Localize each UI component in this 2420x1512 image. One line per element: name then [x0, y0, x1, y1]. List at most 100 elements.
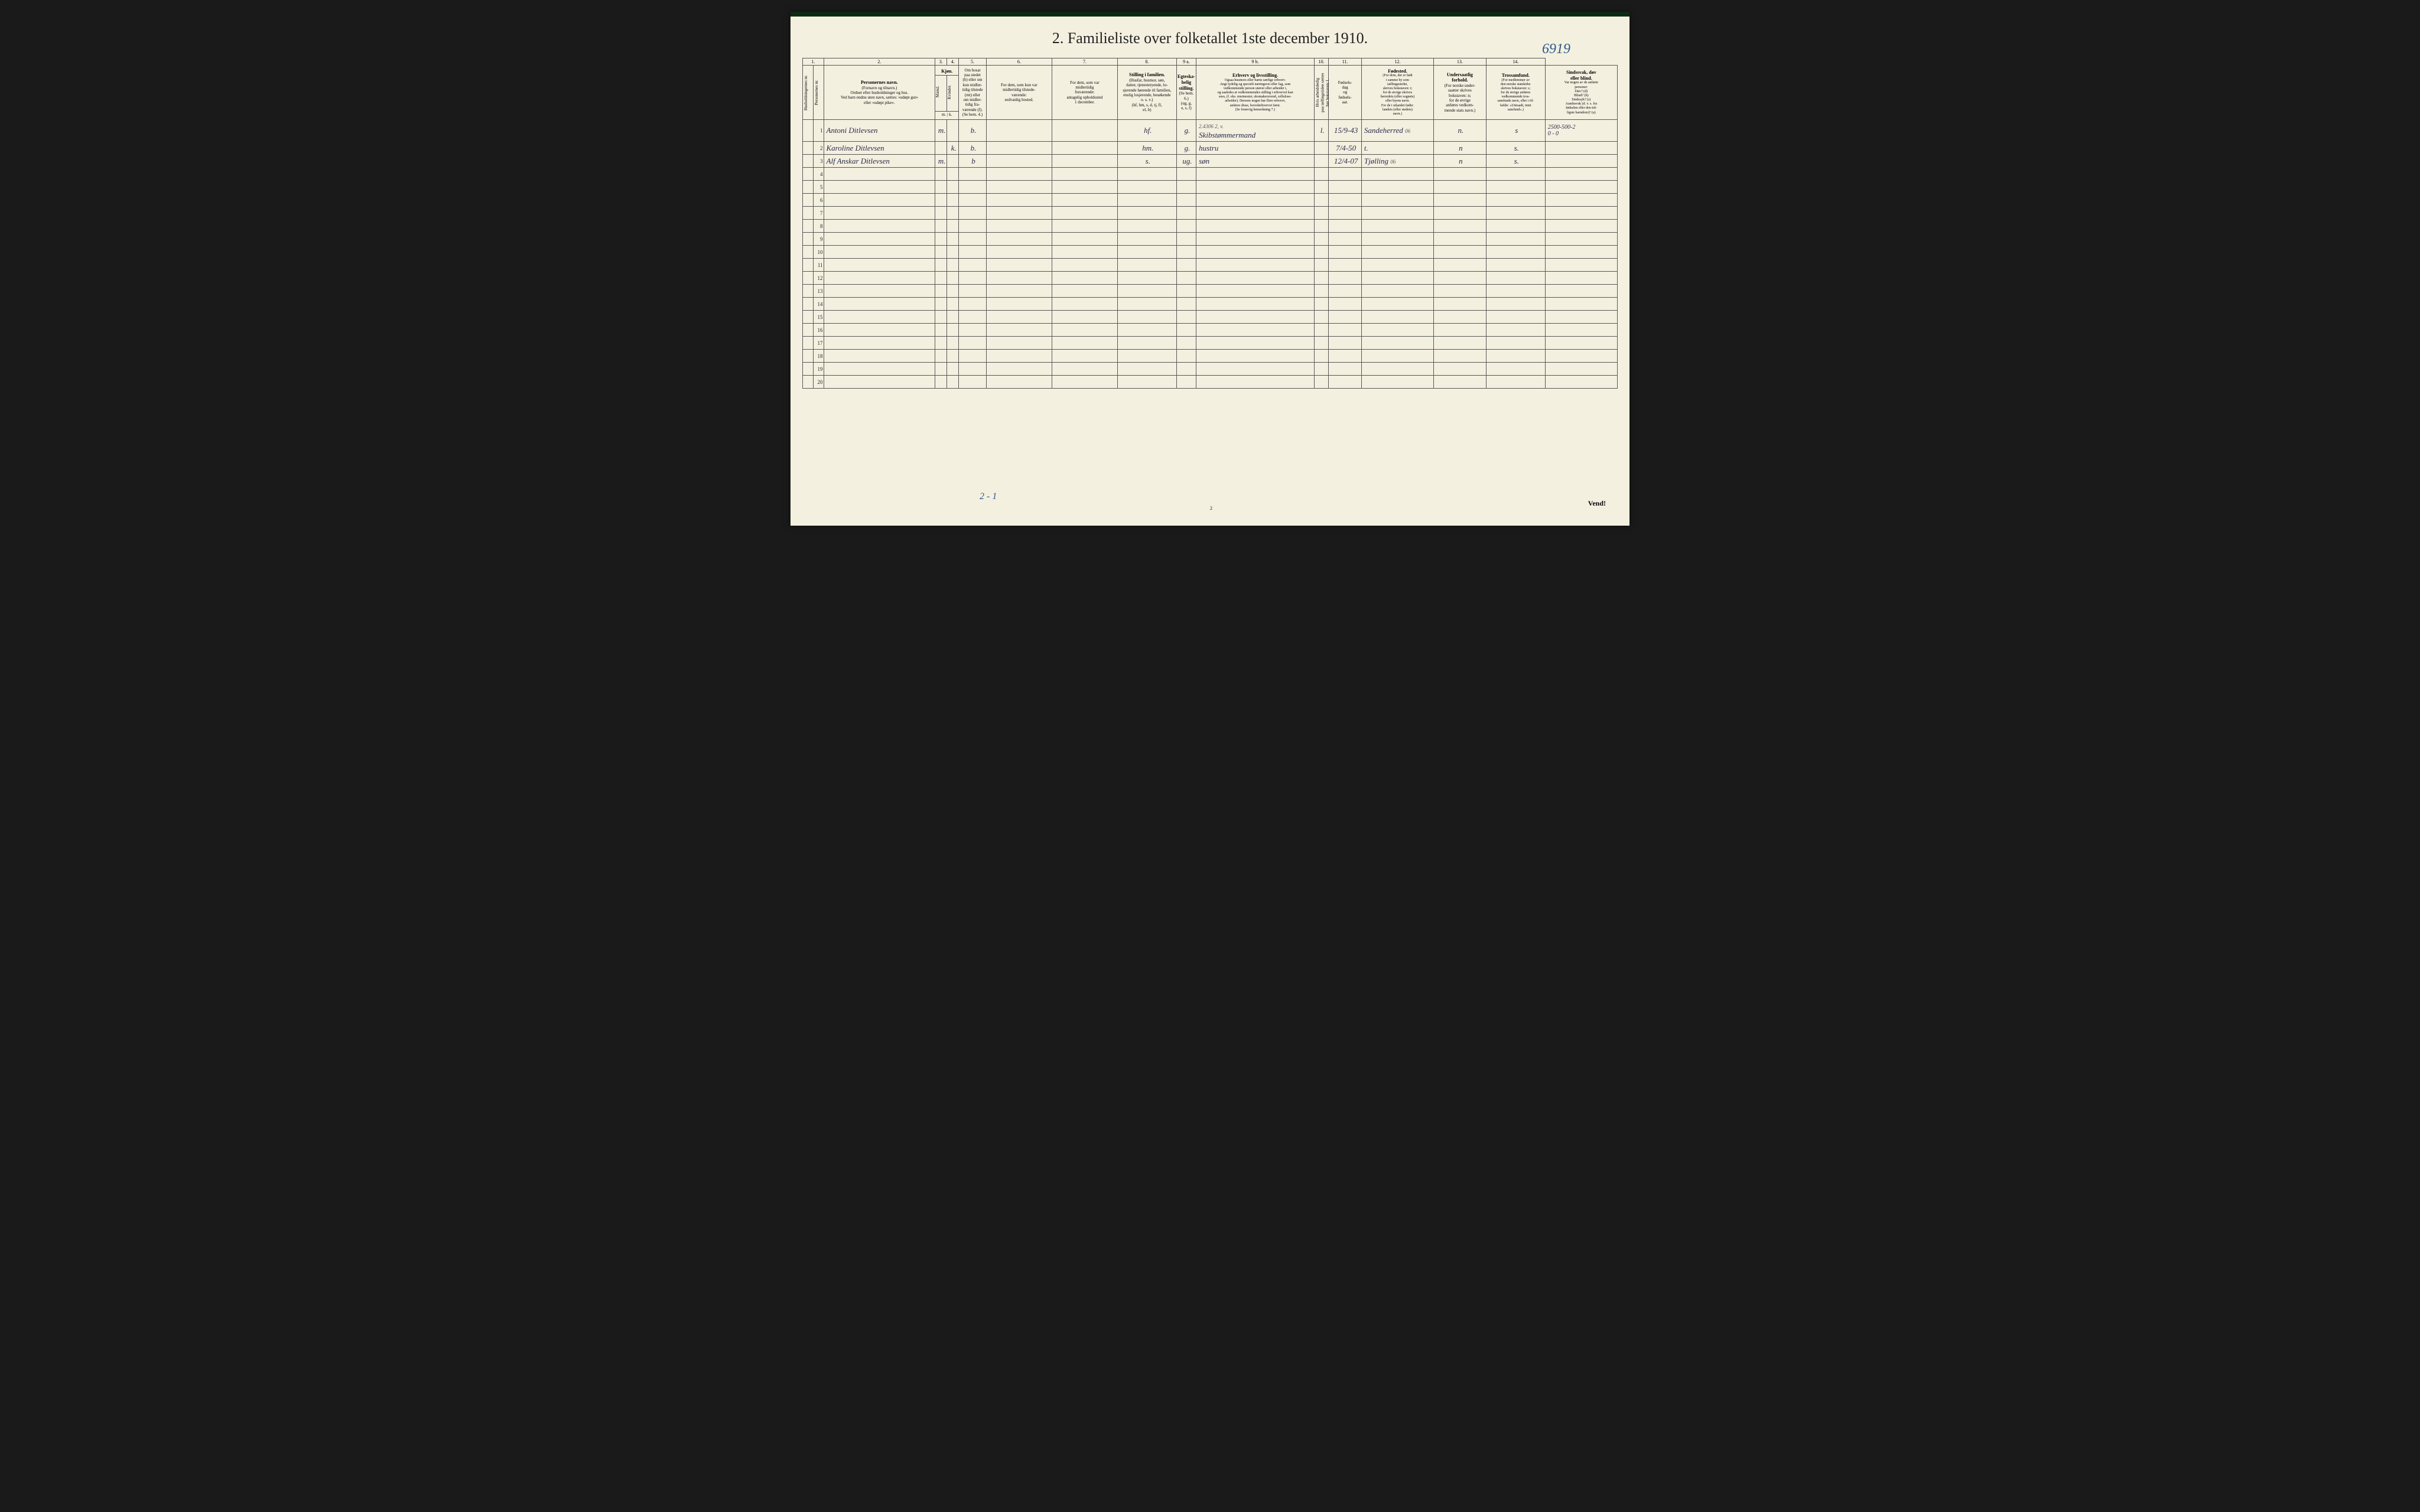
cell-empty	[1486, 363, 1545, 376]
cell-empty	[824, 311, 935, 324]
cell-empty	[959, 285, 987, 298]
cell-empty	[1052, 337, 1117, 350]
cell-temp-absent	[1052, 155, 1117, 168]
cell-empty	[1314, 311, 1328, 324]
cell-empty	[1486, 259, 1545, 272]
row-household	[803, 220, 814, 233]
cell-religion: s.	[1486, 142, 1545, 155]
hdr-nationality-sub: (For norske under- saatter skrives bokst…	[1435, 83, 1485, 113]
cell-empty	[1052, 298, 1117, 311]
cell-empty	[1486, 285, 1545, 298]
cell-empty	[1545, 181, 1617, 194]
row-household	[803, 337, 814, 350]
cell-nationality: n	[1433, 142, 1486, 155]
hdr-name-title: Personernes navn.	[825, 80, 935, 86]
cell-empty	[1486, 324, 1545, 337]
cell-family-pos: hf.	[1117, 120, 1176, 142]
cell-empty	[1486, 246, 1545, 259]
cell-empty	[1329, 324, 1362, 337]
row-number: 7	[813, 207, 824, 220]
cell-empty	[935, 233, 947, 246]
hdr-sex-mk: m. | k.	[935, 111, 958, 118]
cell-empty	[1545, 350, 1617, 363]
cell-empty	[1117, 181, 1176, 194]
cell-empty	[1314, 272, 1328, 285]
hdr-birthplace-sub: (For dem, der er født i samme by som tæl…	[1362, 74, 1433, 116]
page-title: 2. Familieliste over folketallet 1ste de…	[802, 30, 1618, 47]
cell-empty	[1361, 272, 1433, 285]
table-row: 6	[803, 194, 1618, 207]
cell-empty	[959, 194, 987, 207]
cell-empty	[1329, 272, 1362, 285]
table-row: 4	[803, 168, 1618, 181]
cell-sex-m: m.	[935, 120, 947, 142]
cell-empty	[1329, 337, 1362, 350]
cell-empty	[1329, 298, 1362, 311]
cell-empty	[1196, 272, 1315, 285]
row-number: 17	[813, 337, 824, 350]
cell-disability	[1545, 155, 1617, 168]
row-household	[803, 181, 814, 194]
cell-empty	[1433, 272, 1486, 285]
cell-empty	[1361, 311, 1433, 324]
header-row: Husholdningernes nr. Personernes nr. Per…	[803, 66, 1618, 120]
cell-empty	[1486, 194, 1545, 207]
row-number: 16	[813, 324, 824, 337]
colnum-9b: 9 b.	[1196, 58, 1315, 66]
cell-empty	[1196, 324, 1315, 337]
cell-empty	[935, 194, 947, 207]
row-number: 10	[813, 246, 824, 259]
cell-empty	[947, 194, 959, 207]
cell-sex-m	[935, 142, 947, 155]
cell-empty	[1117, 324, 1176, 337]
cell-empty	[824, 285, 935, 298]
cell-unemployed: l.	[1314, 120, 1328, 142]
cell-empty	[947, 259, 959, 272]
row-household	[803, 155, 814, 168]
cell-empty	[1176, 350, 1196, 363]
row-household	[803, 194, 814, 207]
hdr-household-nr-text: Husholdningernes nr.	[804, 69, 808, 116]
hdr-family-pos-title: Stilling i familien.	[1118, 72, 1176, 78]
cell-dob: 7/4-50	[1329, 142, 1362, 155]
hdr-person-nr-text: Personernes nr.	[814, 69, 819, 116]
cell-empty	[1196, 233, 1315, 246]
cell-family-pos: s.	[1117, 155, 1176, 168]
cell-sex-k	[947, 155, 959, 168]
cell-empty	[824, 272, 935, 285]
cell-empty	[947, 363, 959, 376]
cell-empty	[1052, 259, 1117, 272]
colnum-1: 1.	[803, 58, 824, 66]
cell-birthplace: Tjølling 06	[1361, 155, 1433, 168]
table-row: 13	[803, 285, 1618, 298]
cell-empty	[1433, 298, 1486, 311]
cell-empty	[1433, 311, 1486, 324]
table-row: 15	[803, 311, 1618, 324]
table-row: 11	[803, 259, 1618, 272]
cell-marital: g.	[1176, 120, 1196, 142]
cell-empty	[1052, 350, 1117, 363]
cell-empty	[1486, 168, 1545, 181]
cell-empty	[1117, 350, 1176, 363]
cell-empty	[1176, 220, 1196, 233]
colnum-6: 6.	[986, 58, 1052, 66]
cell-empty	[947, 376, 959, 389]
row-household	[803, 311, 814, 324]
hdr-residence: Om bosat paa stedet (b) eller om kun mid…	[959, 66, 987, 120]
row-household	[803, 246, 814, 259]
table-row: 19	[803, 363, 1618, 376]
cell-empty	[1545, 259, 1617, 272]
hdr-unemployed: Hvis arbeidsledig paa tællingstiden sætt…	[1314, 66, 1328, 120]
cell-empty	[1196, 311, 1315, 324]
cell-empty	[1176, 207, 1196, 220]
cell-empty	[986, 376, 1052, 389]
cell-empty	[935, 207, 947, 220]
cell-empty	[935, 376, 947, 389]
cell-residence: b.	[959, 120, 987, 142]
cell-empty	[1329, 259, 1362, 272]
hdr-religion-title: Trossamfund.	[1487, 73, 1544, 79]
hdr-person-nr: Personernes nr.	[813, 66, 824, 120]
footer-annotation: 2 - 1	[980, 491, 997, 502]
cell-empty	[1052, 246, 1117, 259]
cell-empty	[1117, 233, 1176, 246]
